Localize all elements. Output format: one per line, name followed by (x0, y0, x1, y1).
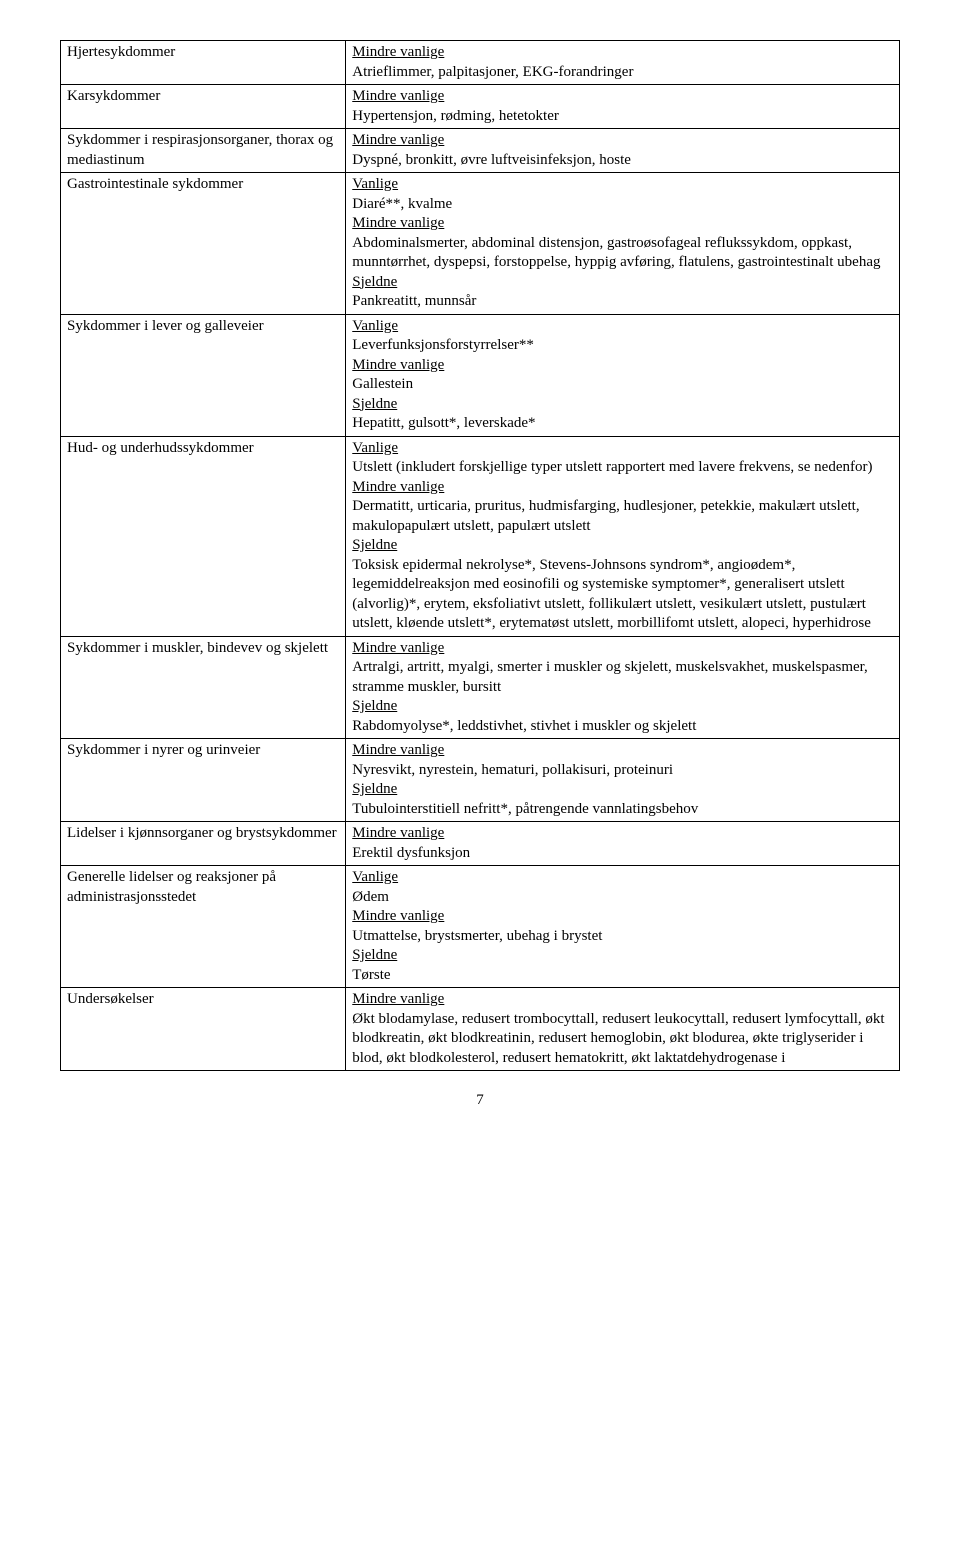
reaction-text: Pankreatitt, munnsår (352, 292, 893, 312)
frequency-label: Sjeldne (352, 537, 397, 553)
reaction-text: Dermatitt, urticaria, pruritus, hudmisfa… (352, 497, 893, 536)
organ-class-cell: Sykdommer i nyrer og urinveier (61, 739, 346, 822)
table-row: Hjertesykdommer Mindre vanlige Atrieflimme… (61, 41, 900, 85)
frequency-label: Mindre vanlige (352, 825, 444, 841)
frequency-label: Sjeldne (352, 698, 397, 714)
reaction-text: Artralgi, artritt, myalgi, smerter i mus… (352, 658, 893, 697)
frequency-label: Sjeldne (352, 396, 397, 412)
frequency-label: Mindre vanlige (352, 44, 444, 60)
frequency-label: Vanlige (352, 176, 398, 192)
frequency-label: Mindre vanlige (352, 215, 444, 231)
frequency-label: Sjeldne (352, 274, 397, 290)
organ-class-cell: Lidelser i kjønnsorganer og brystsykdomm… (61, 822, 346, 866)
frequency-label: Mindre vanlige (352, 991, 444, 1007)
frequency-label: Vanlige (352, 318, 398, 334)
organ-class-cell: Undersøkelser (61, 988, 346, 1071)
adverse-reactions-cell: Mindre vanlige Erektil dysfunksjon (346, 822, 900, 866)
organ-class-cell: Hjertesykdommer (61, 41, 346, 85)
adverse-effects-table: Hjertesykdommer Mindre vanlige Atrieflimme… (60, 40, 900, 1071)
reaction-text: Dyspné, bronkitt, øvre luftveisinfeksjon… (352, 151, 893, 171)
adverse-reactions-cell: Mindre vanlige Økt blodamylase, redusert … (346, 988, 900, 1071)
adverse-reactions-cell: Mindre vanlige Hypertensjon, rødming, het… (346, 85, 900, 129)
adverse-reactions-cell: Mindre vanlige Nyresvikt, nyrestein, hema… (346, 739, 900, 822)
reaction-text: Abdominalsmerter, abdominal distensjon, … (352, 234, 893, 273)
table-row: Lidelser i kjønnsorganer og brystsykdomm… (61, 822, 900, 866)
reaction-text: Utmattelse, brystsmerter, ubehag i bryst… (352, 927, 893, 947)
table-row: Undersøkelser Mindre vanlige Økt blodamyla… (61, 988, 900, 1071)
adverse-reactions-cell: Vanlige Diaré**, kvalmeMindre vanlige Abdo… (346, 173, 900, 315)
adverse-reactions-cell: Vanlige Leverfunksjonsforstyrrelser**Mind… (346, 314, 900, 436)
adverse-reactions-cell: Mindre vanlige Dyspné, bronkitt, øvre luf… (346, 129, 900, 173)
adverse-reactions-cell: Vanlige ØdemMindre vanlige Utmattelse, bry… (346, 866, 900, 988)
table-row: Karsykdommer Mindre vanlige Hypertensjon, … (61, 85, 900, 129)
table-row: Gastrointestinale sykdommer Vanlige Diaré*… (61, 173, 900, 315)
table-row: Generelle lidelser og reaksjoner på admi… (61, 866, 900, 988)
table-row: Sykdommer i respirasjonsorganer, thorax … (61, 129, 900, 173)
organ-class-cell: Hud- og underhudssykdommer (61, 436, 346, 636)
reaction-text: Atrieflimmer, palpitasjoner, EKG-forandr… (352, 63, 893, 83)
adverse-reactions-cell: Mindre vanlige Atrieflimmer, palpitasjone… (346, 41, 900, 85)
reaction-text: Leverfunksjonsforstyrrelser** (352, 336, 893, 356)
frequency-label: Mindre vanlige (352, 88, 444, 104)
reaction-text: Tubulointerstitiell nefritt*, påtrengend… (352, 800, 893, 820)
reaction-text: Ødem (352, 888, 893, 908)
frequency-label: Mindre vanlige (352, 640, 444, 656)
table-row: Sykdommer i muskler, bindevev og skjelet… (61, 636, 900, 739)
organ-class-cell: Sykdommer i respirasjonsorganer, thorax … (61, 129, 346, 173)
table-row: Sykdommer i nyrer og urinveierMindre van… (61, 739, 900, 822)
table-row: Hud- og underhudssykdommer Vanlige Utslett… (61, 436, 900, 636)
reaction-text: Erektil dysfunksjon (352, 844, 893, 864)
adverse-reactions-cell: Mindre vanlige Artralgi, artritt, myalgi,… (346, 636, 900, 739)
reaction-text: Hepatitt, gulsott*, leverskade* (352, 414, 893, 434)
reaction-text: Tørste (352, 966, 893, 986)
frequency-label: Vanlige (352, 869, 398, 885)
reaction-text: Rabdomyolyse*, leddstivhet, stivhet i mu… (352, 717, 893, 737)
organ-class-cell: Karsykdommer (61, 85, 346, 129)
reaction-text: Økt blodamylase, redusert trombocyttall,… (352, 1010, 893, 1069)
frequency-label: Sjeldne (352, 781, 397, 797)
reaction-text: Utslett (inkludert forskjellige typer ut… (352, 458, 893, 478)
adverse-reactions-cell: Vanlige Utslett (inkludert forskjellige t… (346, 436, 900, 636)
table-row: Sykdommer i lever og galleveier Vanlige Le… (61, 314, 900, 436)
frequency-label: Mindre vanlige (352, 908, 444, 924)
frequency-label: Vanlige (352, 440, 398, 456)
frequency-label: Mindre vanlige (352, 742, 444, 758)
frequency-label: Sjeldne (352, 947, 397, 963)
organ-class-cell: Gastrointestinale sykdommer (61, 173, 346, 315)
organ-class-cell: Sykdommer i muskler, bindevev og skjelet… (61, 636, 346, 739)
reaction-text: Hypertensjon, rødming, hetetokter (352, 107, 893, 127)
page-number: 7 (60, 1091, 900, 1111)
frequency-label: Mindre vanlige (352, 357, 444, 373)
reaction-text: Nyresvikt, nyrestein, hematuri, pollakis… (352, 761, 893, 781)
organ-class-cell: Sykdommer i lever og galleveier (61, 314, 346, 436)
reaction-text: Gallestein (352, 375, 893, 395)
frequency-label: Mindre vanlige (352, 132, 444, 148)
frequency-label: Mindre vanlige (352, 479, 444, 495)
organ-class-cell: Generelle lidelser og reaksjoner på admi… (61, 866, 346, 988)
reaction-text: Diaré**, kvalme (352, 195, 893, 215)
reaction-text: Toksisk epidermal nekrolyse*, Stevens-Jo… (352, 556, 893, 634)
